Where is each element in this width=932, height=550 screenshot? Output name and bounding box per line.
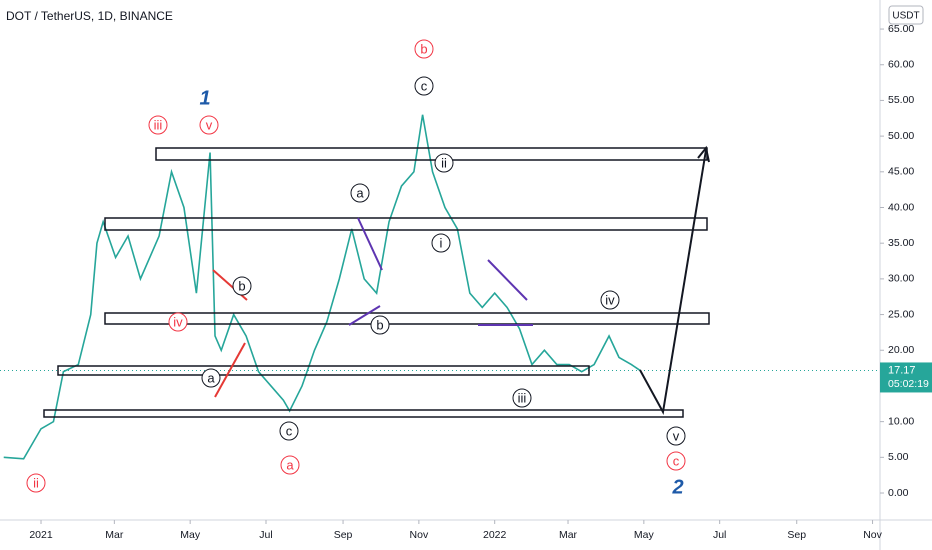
- wave-circle: [148, 115, 168, 135]
- wave-label: v: [673, 428, 680, 443]
- y-tick-label: 35.00: [888, 237, 914, 249]
- last-price: 17.17: [888, 364, 916, 376]
- wave-label: ii: [33, 475, 39, 490]
- wave-label: iv: [173, 314, 183, 329]
- zone: [104, 217, 708, 231]
- y-tick-label: 65.00: [888, 23, 914, 35]
- wave-circle: [512, 388, 532, 408]
- y-tick-label: 45.00: [888, 166, 914, 178]
- wave-circle: [431, 233, 451, 253]
- wave-circle: [279, 421, 299, 441]
- wave-label: a: [207, 370, 215, 385]
- x-tick-label: Sep: [334, 529, 353, 541]
- trend-line: [487, 259, 528, 301]
- wave-circle: [414, 76, 434, 96]
- wave-label: 1: [199, 87, 210, 109]
- wave-label: c: [421, 78, 428, 93]
- wave-circle: [600, 290, 620, 310]
- wave-label: iv: [605, 292, 615, 307]
- wave-circle: [280, 455, 300, 475]
- wave-circle: [666, 426, 686, 446]
- currency-box: [888, 5, 924, 25]
- zone: [43, 409, 684, 418]
- wave-label: c: [673, 453, 680, 468]
- x-tick-label: Nov: [863, 529, 882, 541]
- price-line: [3, 114, 641, 460]
- y-tick-label: 30.00: [888, 273, 914, 285]
- x-tick-label: 2022: [483, 529, 507, 541]
- wave-circle: [232, 276, 252, 296]
- y-tick-label: 25.00: [888, 308, 914, 320]
- arrow-head: [697, 145, 710, 163]
- wave-label: a: [286, 457, 294, 472]
- currency: USDT: [892, 11, 919, 22]
- wave-label: c: [286, 423, 293, 438]
- wave-label: iii: [154, 117, 163, 132]
- wave-circle: [168, 312, 188, 332]
- projection: [639, 149, 707, 416]
- x-tick-label: Sep: [787, 529, 806, 541]
- zone: [104, 312, 710, 325]
- y-tick-label: 10.00: [888, 415, 914, 427]
- x-tick-label: May: [634, 529, 655, 541]
- wave-circle: [666, 451, 686, 471]
- wave-circle: [201, 368, 221, 388]
- wave-label: iii: [518, 390, 527, 405]
- trend-line: [348, 305, 381, 326]
- wave-circle: [414, 39, 434, 59]
- wave-circle: [370, 315, 390, 335]
- zone: [57, 365, 590, 376]
- countdown: 05:02:19: [888, 378, 929, 390]
- y-tick-label: 60.00: [888, 59, 914, 71]
- wave-circle: [350, 183, 370, 203]
- wave-circle: [199, 115, 219, 135]
- wave-circle: [434, 153, 454, 173]
- x-tick-label: May: [180, 529, 201, 541]
- wave-label: 2: [671, 476, 683, 498]
- y-tick-label: 5.00: [888, 451, 909, 463]
- wave-label: b: [238, 278, 245, 293]
- wave-label: b: [376, 317, 383, 332]
- wave-circle: [26, 473, 46, 493]
- price-tag: [880, 362, 932, 393]
- y-tick-label: 55.00: [888, 94, 914, 106]
- wave-label: a: [356, 185, 364, 200]
- y-tick-label: 50.00: [888, 130, 914, 142]
- x-tick-label: Nov: [410, 529, 429, 541]
- drawings: [43, 145, 710, 418]
- trend-line: [214, 342, 246, 398]
- y-tick-label: 0.00: [888, 487, 909, 499]
- trend-line: [357, 217, 383, 271]
- x-tick-label: Jul: [713, 529, 726, 541]
- chart-title: DOT / TetherUS, 1D, BINANCE: [6, 9, 173, 23]
- y-tick-label: 20.00: [888, 344, 914, 356]
- x-tick-label: Mar: [559, 529, 578, 541]
- wave-label: ii: [441, 155, 447, 170]
- y-tick-label: 40.00: [888, 201, 914, 213]
- wave-label: i: [440, 235, 443, 250]
- wave-label: v: [206, 117, 213, 132]
- wave-label: b: [420, 41, 427, 56]
- x-tick-label: Jul: [259, 529, 272, 541]
- x-tick-label: Mar: [105, 529, 124, 541]
- x-tick-label: 2021: [29, 529, 53, 541]
